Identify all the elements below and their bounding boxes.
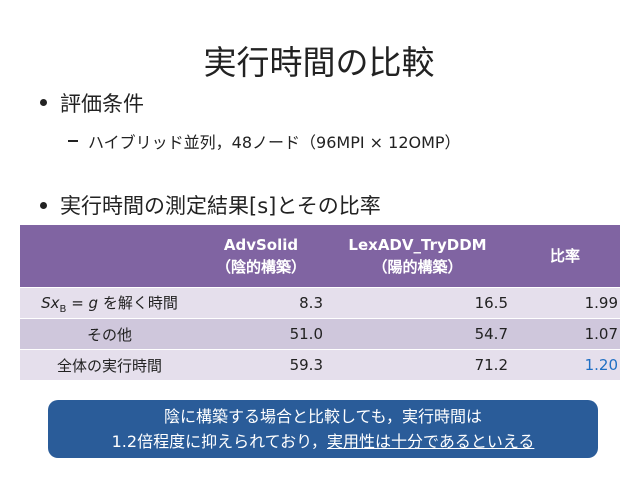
header-row: AdvSolid （陰的構築） LexADV_TryDDM （陽的構築） 比率 bbox=[20, 225, 620, 288]
header-line: （陰的構築） bbox=[215, 258, 306, 276]
callout-line: 陰に構築する場合と比較しても，実行時間は bbox=[163, 407, 483, 426]
label-part: Sx bbox=[41, 293, 60, 312]
cell: 8.3 bbox=[197, 287, 325, 319]
row-label: その他 bbox=[20, 318, 197, 350]
header-cell: AdvSolid （陰的構築） bbox=[197, 225, 325, 288]
label-part: を解く時間 bbox=[98, 293, 178, 312]
callout-box: 陰に構築する場合と比較しても，実行時間は 1.2倍程度に抑えられており，実用性は… bbox=[48, 400, 598, 458]
cell: 54.7 bbox=[325, 318, 510, 350]
bullet-marker bbox=[40, 202, 47, 209]
table-row: SxB = g を解く時間 8.3 16.5 1.99 bbox=[20, 287, 620, 319]
sub-bullet-marker bbox=[68, 140, 78, 142]
cell: 71.2 bbox=[325, 349, 510, 380]
label-part: g bbox=[88, 293, 99, 312]
result-table: AdvSolid （陰的構築） LexADV_TryDDM （陽的構築） 比率 Sx… bbox=[20, 225, 620, 380]
highlight-cell: 1.20 bbox=[510, 349, 620, 380]
cell: 16.5 bbox=[325, 287, 510, 319]
row-label: 全体の実行時間 bbox=[20, 349, 197, 380]
table-row: 全体の実行時間 59.3 71.2 1.20 bbox=[20, 349, 620, 380]
cell: 51.0 bbox=[197, 318, 325, 350]
cell: 59.3 bbox=[197, 349, 325, 380]
callout-line: 1.2倍程度に抑えられており，実用性は十分であるといえる bbox=[48, 429, 598, 454]
table-row: その他 51.0 54.7 1.07 bbox=[20, 318, 620, 350]
header-cell: LexADV_TryDDM （陽的構築） bbox=[325, 225, 510, 288]
header-line: AdvSolid bbox=[223, 236, 299, 254]
callout-emphasis: 実用性は十分であるといえる bbox=[327, 432, 535, 451]
bullet-text: 評価条件 bbox=[60, 92, 144, 116]
cell: 1.99 bbox=[510, 287, 620, 319]
header-line: LexADV_TryDDM bbox=[348, 236, 487, 254]
header-line: 比率 bbox=[549, 247, 580, 265]
bullet-marker bbox=[40, 99, 47, 106]
row-label: SxB = g を解く時間 bbox=[20, 287, 197, 319]
label-part: = bbox=[66, 293, 89, 312]
callout-text: 1.2倍程度に抑えられており， bbox=[111, 432, 327, 451]
header-line: （陽的構築） bbox=[372, 258, 463, 276]
cell: 1.07 bbox=[510, 318, 620, 350]
sub-bullet-text: ハイブリッド並列，48ノード（96MPI × 12OMP） bbox=[88, 133, 461, 152]
slide-title: 実行時間の比較 bbox=[203, 43, 435, 82]
header-cell bbox=[20, 225, 197, 288]
header-cell: 比率 bbox=[510, 225, 620, 288]
bullet-text: 実行時間の測定結果[s]とその比率 bbox=[60, 194, 381, 218]
label-part: B bbox=[59, 303, 67, 315]
